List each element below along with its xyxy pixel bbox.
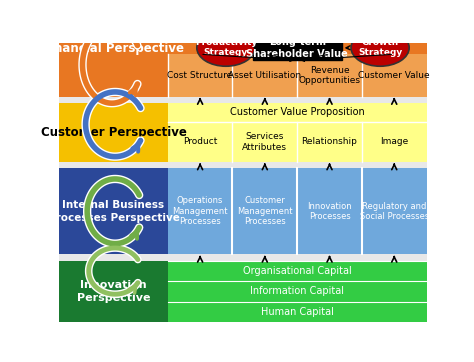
Text: Growth
Strategy: Growth Strategy [358, 38, 402, 58]
Text: Regulatory and
Social Processes: Regulatory and Social Processes [360, 202, 429, 221]
Bar [59, 162, 427, 168]
Bar [168, 168, 232, 254]
Text: Internal Business
Processes Perspective: Internal Business Processes Perspective [47, 200, 180, 223]
Bar [232, 168, 297, 254]
Bar [59, 168, 427, 254]
Text: Customer
Management
Processes: Customer Management Processes [237, 197, 292, 226]
Text: Customer Value Proposition: Customer Value Proposition [230, 108, 365, 117]
Text: Customer Perspective: Customer Perspective [41, 126, 186, 139]
Text: Operations
Management
Processes: Operations Management Processes [173, 197, 228, 226]
Bar [297, 168, 362, 254]
Text: Innovation
Perspective: Innovation Perspective [77, 280, 150, 303]
Text: Innovation
Processes: Innovation Processes [307, 202, 352, 221]
Bar [59, 97, 427, 103]
Bar [168, 122, 427, 162]
Ellipse shape [351, 29, 409, 66]
Bar [59, 103, 427, 162]
Text: Image: Image [380, 138, 409, 147]
Bar [59, 43, 427, 97]
Ellipse shape [197, 29, 255, 66]
Bar [59, 261, 427, 322]
Bar [59, 254, 427, 261]
Text: Financial Perspective: Financial Perspective [43, 42, 184, 55]
Bar [168, 302, 427, 322]
Text: Long-term
Shareholder Value: Long-term Shareholder Value [246, 37, 348, 59]
Text: Human Capital: Human Capital [261, 307, 334, 317]
Text: Product: Product [183, 138, 217, 147]
Bar [168, 103, 427, 122]
Bar [362, 168, 427, 254]
Text: Cost Structure: Cost Structure [167, 71, 233, 80]
Bar [168, 54, 427, 97]
Text: Asset Utilisation: Asset Utilisation [228, 71, 301, 80]
Bar [253, 35, 342, 60]
Text: Services
Attributes: Services Attributes [242, 132, 287, 152]
Text: Customer Value: Customer Value [358, 71, 430, 80]
Text: Revenue
Opportunities: Revenue Opportunities [299, 66, 361, 85]
Text: Relationship: Relationship [301, 138, 357, 147]
Text: Organisational Capital: Organisational Capital [243, 266, 352, 276]
Bar [168, 261, 427, 281]
Text: Productivity
Strategy: Productivity Strategy [195, 38, 257, 58]
Text: Information Capital: Information Capital [250, 286, 344, 296]
Bar [168, 281, 427, 302]
